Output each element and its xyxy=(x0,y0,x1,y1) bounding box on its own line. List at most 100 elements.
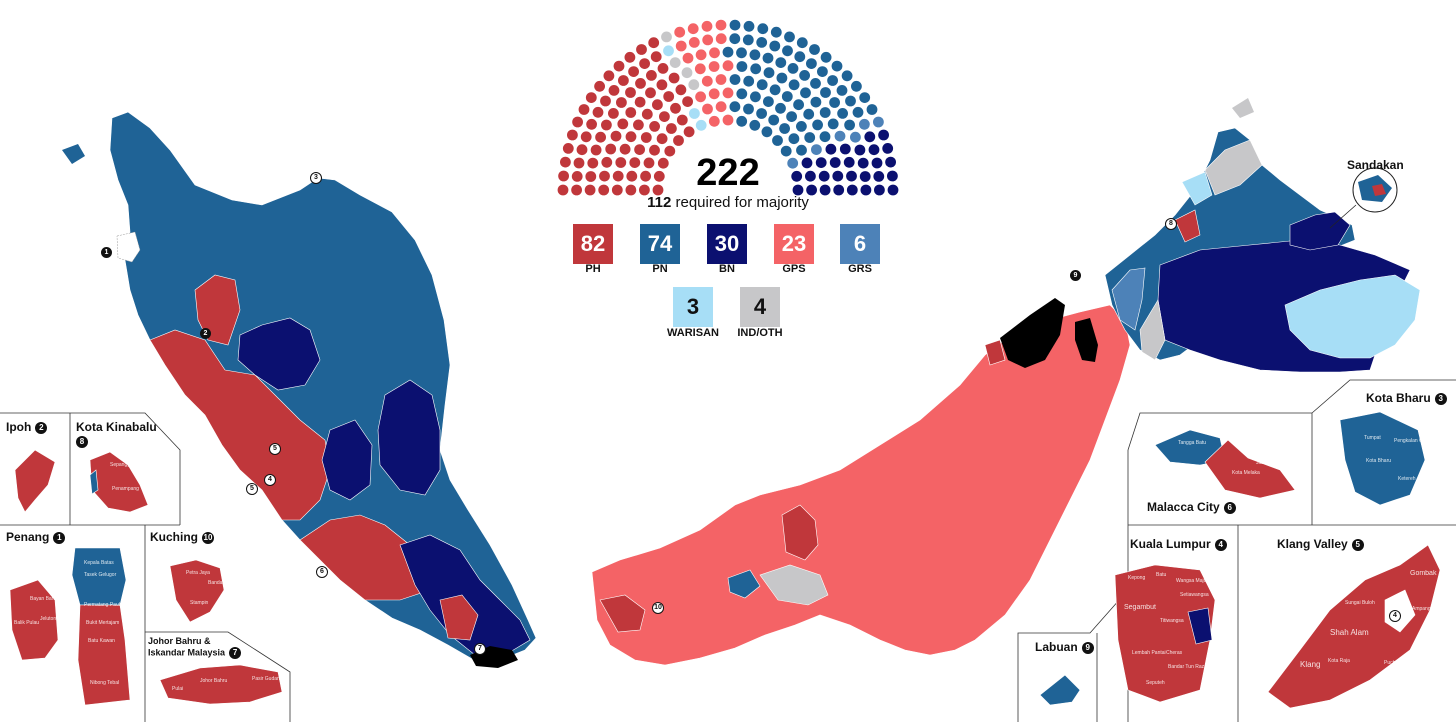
marker-5a: 5 xyxy=(269,443,281,455)
malacca-inset-red xyxy=(1204,439,1296,499)
label-kepala-batas: Kepala Batas xyxy=(84,560,114,566)
region-ph-miri xyxy=(984,339,1006,366)
label-bandar-tun-razak: Bandar Tun Razak xyxy=(1168,664,1210,670)
inset-shapes xyxy=(9,411,1441,709)
label-tasek-gelugor: Tasek Gelugor xyxy=(84,572,117,578)
label-titiwangsa: Titiwangsa xyxy=(1160,618,1184,624)
total-seats: 222 xyxy=(696,152,760,194)
kk-inset-shape xyxy=(89,451,149,513)
label-setiawangsa: Setiawangsa xyxy=(1180,592,1209,598)
label-nibong-tebal: Nibong Tebal xyxy=(90,680,120,686)
sandakan-leader xyxy=(1329,204,1357,229)
region-bn-pahang xyxy=(377,379,441,496)
inset-title-sandakan: Sandakan xyxy=(1347,158,1404,172)
inset-number-kuching: 10 xyxy=(202,531,214,544)
sarawak-base xyxy=(591,304,1131,666)
inset-number-klang-valley: 5 xyxy=(1351,538,1364,551)
sarawak xyxy=(591,298,1131,666)
region-ph-kuching xyxy=(599,594,646,633)
label-batu-kawan: Batu Kawan xyxy=(88,638,115,644)
kb-inset-shape xyxy=(1339,411,1426,506)
klang-inset-shape xyxy=(1267,544,1441,709)
party-label-bn: BN xyxy=(719,263,735,275)
sandakan-zoom-red xyxy=(1372,184,1386,196)
region-ind-kudat xyxy=(1204,139,1263,196)
party-label-ph: PH xyxy=(585,263,601,275)
label-lembah-pantai: Lembah Pantai xyxy=(1132,650,1166,656)
inset-frames xyxy=(0,379,1456,722)
label-pengkalan-chepa: Pengkalan Chepa xyxy=(1394,438,1434,444)
sabah xyxy=(1104,98,1421,373)
inset-number-penang: 1 xyxy=(53,531,66,544)
label-petra-jaya: Petra Jaya xyxy=(186,570,210,576)
label-penampang: Penampang xyxy=(112,486,139,492)
label-balik-pulau: Balik Pulau xyxy=(14,620,40,626)
region-bn-sandakan xyxy=(1289,211,1351,251)
region-warisan-east xyxy=(1284,274,1421,359)
label-tangga-batu: Tangga Batu xyxy=(1178,440,1207,446)
banggi-island xyxy=(1232,98,1254,118)
party-box-grs: 6 xyxy=(840,224,880,264)
region-ph-sibu xyxy=(781,504,819,561)
party-label-warisan: WARISAN xyxy=(667,327,719,339)
region-pn-sarawak xyxy=(727,569,761,599)
region-ind-sabah xyxy=(1139,299,1166,361)
party-box-pn: 74 xyxy=(640,224,680,264)
label-jasin: Jasin xyxy=(1256,460,1268,466)
majority-threshold: 112 required for majority xyxy=(588,194,868,211)
inset-title-kota-kinabalu: Kota Kinabalu 8 xyxy=(76,420,157,448)
label-pulai: Pulai xyxy=(172,686,184,692)
marker-7: 7 xyxy=(474,643,486,655)
label-shah-alam: Shah Alam xyxy=(1330,628,1369,637)
label-pasir-gudang: Pasir Gudang xyxy=(252,676,283,682)
inset-number-johor-bahru: 7 xyxy=(229,647,242,659)
party-box-ind-oth: 4 xyxy=(740,287,780,327)
marker-4: 4 xyxy=(264,474,276,486)
kl-inset-bn xyxy=(1187,607,1213,645)
inset-number-kuala-lumpur: 4 xyxy=(1214,538,1227,551)
label-kota-melaka: Kota Melaka xyxy=(1232,470,1260,476)
inset-number-labuan: 9 xyxy=(1081,641,1094,654)
label-tumpat: Tumpat xyxy=(1364,435,1381,441)
label-bayan-baru: Bayan Baru xyxy=(30,596,57,602)
label-gombak: Gombak xyxy=(1410,570,1437,577)
party-label-ind-oth: IND/OTH xyxy=(737,327,783,339)
marker-9: 9 xyxy=(1070,270,1081,281)
label-ampang: Ampang xyxy=(1412,606,1431,612)
party-box-gps: 23 xyxy=(774,224,814,264)
region-bn-negeri xyxy=(321,419,373,501)
label-stampin: Stampin xyxy=(190,600,209,606)
marker-5b: 5 xyxy=(246,483,258,495)
party-box-bn: 30 xyxy=(707,224,747,264)
inset-title-kota-bharu: Kota Bharu 3 xyxy=(1366,391,1447,405)
region-grs-west xyxy=(1111,267,1146,331)
inset-title-ipoh: Ipoh 2 xyxy=(6,420,48,434)
penang-island-inset xyxy=(9,579,59,661)
majority-number: 112 xyxy=(647,194,672,211)
label-kota-raja: Kota Raja xyxy=(1328,658,1350,664)
label-segambut: Segambut xyxy=(1124,604,1156,611)
inset-number-ipoh: 2 xyxy=(35,421,48,434)
region-bn-central xyxy=(237,317,321,391)
labuan-inset-shape xyxy=(1039,674,1081,706)
label-seputeh: Seputeh xyxy=(1146,680,1165,686)
label-sepanggar: Sepanggar xyxy=(110,462,135,468)
inset-title-penang: Penang 1 xyxy=(6,530,66,544)
region-bn-johor xyxy=(399,534,531,656)
label-bandar-kuching: Bandar Kuching xyxy=(208,580,244,586)
party-box-ph: 82 xyxy=(573,224,613,264)
label-bukit-mertajam: Bukit Mertajam xyxy=(86,620,120,626)
label-ketereh: Ketereh xyxy=(1398,476,1416,482)
inset-number-malacca-city: 6 xyxy=(1223,501,1236,514)
kk-inset-blue xyxy=(89,469,99,495)
kl-inset-shape xyxy=(1114,564,1216,703)
inset-title-kuching: Kuching 10 xyxy=(150,530,214,544)
label-wangsa-maju: Wangsa Maju xyxy=(1176,578,1207,584)
inset-number-kota-kinabalu: 8 xyxy=(76,435,88,448)
marker-8: 8 xyxy=(1165,218,1177,230)
marker-4-klang: 4 xyxy=(1389,610,1401,622)
label-kota-bharu: Kota Bharu xyxy=(1366,458,1392,464)
label-batu: Batu xyxy=(1156,572,1167,578)
